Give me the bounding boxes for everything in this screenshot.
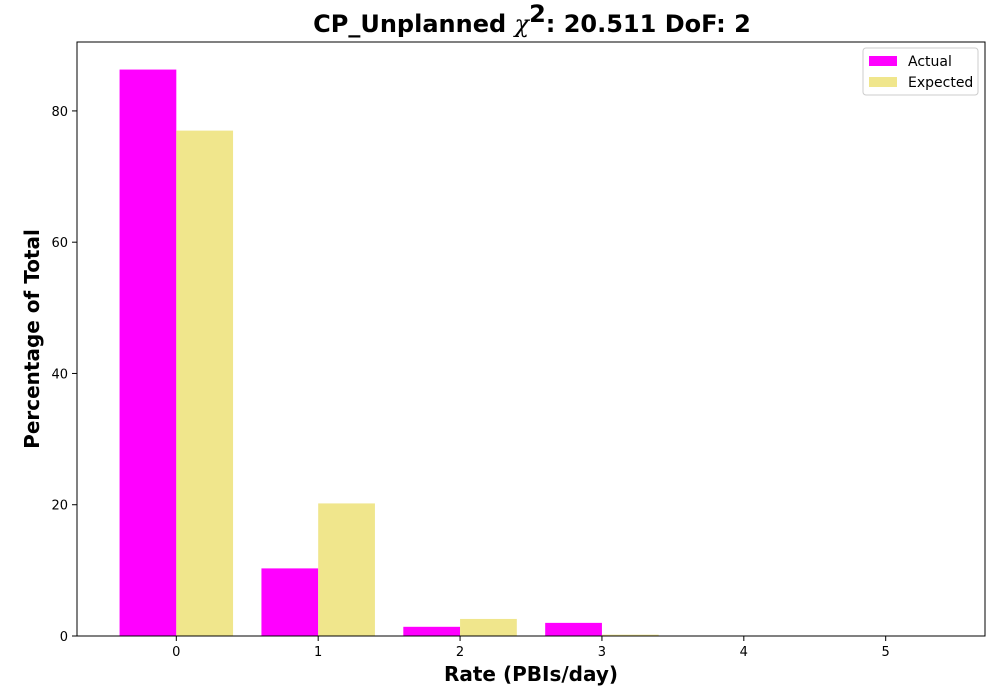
y-tick-label: 0 (60, 630, 68, 645)
x-tick-label: 0 (172, 645, 180, 660)
x-axis-ticks: 0 1 2 3 4 5 (172, 636, 890, 660)
x-axis-label: Rate (PBIs/day) (444, 662, 618, 686)
chart-title: CP_Unplanned χ2: 20.511 DoF: 2 (313, 0, 751, 38)
chart-title-suffix: : 20.511 DoF: 2 (546, 10, 751, 38)
plot-frame (76, 41, 986, 637)
x-tick-label: 3 (598, 645, 606, 660)
y-tick-label: 80 (51, 105, 68, 120)
y-axis-label: Percentage of Total (20, 229, 44, 449)
y-tick-label: 20 (51, 499, 68, 514)
bar-actual-3 (545, 622, 602, 636)
y-tick-label: 40 (51, 367, 68, 382)
bar-actual-1 (261, 568, 319, 636)
bar-expected-1 (318, 503, 375, 636)
chart-title-symbol: χ (513, 10, 531, 38)
x-tick-label: 2 (456, 645, 464, 660)
y-tick-label: 60 (51, 236, 68, 251)
x-tick-label: 1 (314, 645, 322, 660)
bar-expected-3 (601, 634, 659, 636)
bar-actual-0 (119, 69, 177, 637)
x-tick-label: 4 (740, 645, 748, 660)
chart-title-superscript: 2 (529, 0, 546, 28)
x-tick-label: 5 (882, 645, 890, 660)
legend-swatch-expected (869, 77, 897, 87)
bars-layer (119, 69, 659, 637)
bar-expected-0 (176, 130, 234, 637)
chart-title-prefix: CP_Unplanned (313, 10, 514, 38)
legend-label-actual: Actual (908, 54, 952, 70)
bar-expected-2 (460, 618, 517, 636)
bar-actual-2 (403, 626, 461, 636)
y-axis-ticks: 0 20 40 60 80 (51, 105, 77, 645)
legend: Actual Expected (862, 47, 979, 96)
legend-label-expected: Expected (908, 75, 973, 91)
legend-swatch-actual (869, 56, 897, 66)
